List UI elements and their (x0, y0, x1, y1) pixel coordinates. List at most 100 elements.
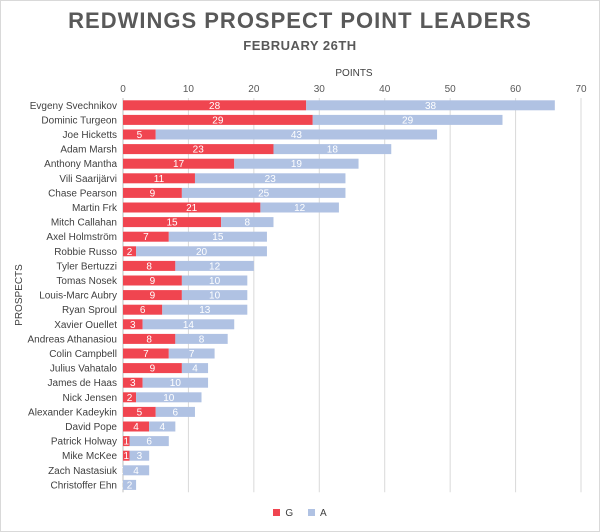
category-label-tyler-bertuzzi: Tyler Bertuzzi (56, 261, 117, 272)
bar-g-vili-saarij-rvi (123, 173, 195, 184)
data-label-a-tomas-nosek: 10 (209, 276, 221, 287)
category-label-joe-hicketts: Joe Hicketts (63, 130, 117, 141)
data-label-g-dominic-turgeon: 29 (212, 115, 224, 126)
bar-a-louis-marc-aubry (181, 290, 248, 301)
bar-g-patrick-holway (123, 436, 130, 447)
data-label-g-alexander-kadeykin: 5 (137, 407, 143, 418)
category-label-vili-saarij-rvi: Vili Saarijärvi (59, 174, 117, 185)
bar-a-mike-mckee (129, 450, 150, 461)
bar-g-mitch-callahan (123, 217, 222, 228)
data-label-a-louis-marc-aubry: 10 (209, 291, 221, 302)
data-label-g-colin-campbell: 7 (143, 349, 149, 360)
bar-g-ryan-sproul (123, 304, 163, 315)
x-tick-label-20: 20 (248, 84, 260, 95)
data-label-a-julius-vahatalo: 4 (192, 364, 198, 375)
data-label-g-robbie-russo: 2 (127, 247, 133, 258)
data-label-a-martin-frk: 12 (294, 203, 306, 214)
bar-g-evgeny-svechnikov (123, 100, 307, 111)
bar-g-chase-pearson (123, 187, 182, 198)
category-label-mitch-callahan: Mitch Callahan (51, 218, 117, 229)
data-label-g-tyler-bertuzzi: 8 (146, 261, 152, 272)
bar-a-chase-pearson (181, 187, 346, 198)
legend-swatch-g (273, 508, 281, 516)
legend-item-a: A (307, 508, 327, 519)
data-label-a-axel-holmstr-m: 15 (212, 232, 224, 243)
bar-a-alexander-kadeykin (155, 406, 195, 417)
category-label-louis-marc-aubry: Louis-Marc Aubry (39, 291, 117, 302)
data-label-g-patrick-holway: 1 (123, 437, 129, 448)
bar-a-tomas-nosek (181, 275, 248, 286)
data-label-a-mike-mckee: 3 (137, 451, 143, 462)
category-label-alexander-kadeykin: Alexander Kadeykin (28, 407, 117, 418)
bar-g-julius-vahatalo (123, 363, 182, 374)
x-tick-label-40: 40 (379, 84, 391, 95)
category-label-chase-pearson: Chase Pearson (48, 188, 117, 199)
data-label-g-adam-marsh: 23 (193, 145, 205, 156)
category-label-xavier-ouellet: Xavier Ouellet (54, 320, 117, 331)
bar-a-adam-marsh (273, 144, 392, 155)
bar-g-james-de-haas (123, 377, 143, 388)
data-label-a-dominic-turgeon: 29 (402, 115, 414, 126)
category-label-axel-holmstr-m: Axel Holmström (46, 232, 117, 243)
category-label-evgeny-svechnikov: Evgeny Svechnikov (30, 101, 117, 112)
category-label-james-de-haas: James de Haas (48, 378, 117, 389)
data-label-g-martin-frk: 21 (186, 203, 198, 214)
category-label-anthony-mantha: Anthony Mantha (44, 159, 117, 170)
bar-g-dominic-turgeon (123, 114, 313, 125)
bar-g-joe-hicketts (123, 129, 156, 140)
category-label-zach-nastasiuk: Zach Nastasiuk (48, 466, 118, 477)
bar-g-nick-jensen (123, 392, 137, 403)
data-label-g-evgeny-svechnikov: 28 (209, 101, 221, 112)
x-axis-label: POINTS (335, 68, 373, 79)
legend-item-g: G (273, 508, 293, 519)
bar-g-mike-mckee (123, 450, 130, 461)
legend: G A (0, 508, 600, 519)
data-label-g-axel-holmstr-m: 7 (143, 232, 149, 243)
category-label-dominic-turgeon: Dominic Turgeon (41, 115, 117, 126)
bar-g-adam-marsh (123, 144, 274, 155)
data-label-a-chase-pearson: 25 (258, 188, 270, 199)
data-label-a-evgeny-svechnikov: 38 (425, 101, 437, 112)
data-label-g-vili-saarij-rvi: 11 (154, 174, 165, 185)
data-label-g-tomas-nosek: 9 (150, 276, 156, 287)
bar-a-david-pope (149, 421, 176, 432)
bar-g-andreas-athanasiou (123, 333, 176, 344)
x-tick-label-30: 30 (314, 84, 326, 95)
bar-g-robbie-russo (123, 246, 137, 257)
bar-a-christoffer-ehn (123, 479, 137, 490)
category-label-christoffer-ehn: Christoffer Ehn (50, 480, 117, 491)
data-label-a-tyler-bertuzzi: 12 (209, 261, 221, 272)
data-label-a-andreas-athanasiou: 8 (199, 334, 205, 345)
data-label-g-louis-marc-aubry: 9 (150, 291, 156, 302)
data-label-a-david-pope: 4 (159, 422, 165, 433)
y-axis-label: PROSPECTS (14, 264, 25, 326)
data-label-g-nick-jensen: 2 (127, 393, 133, 404)
category-label-nick-jensen: Nick Jensen (63, 393, 117, 404)
legend-swatch-a (307, 508, 315, 516)
data-label-g-xavier-ouellet: 3 (130, 320, 136, 331)
data-label-a-joe-hicketts: 43 (291, 130, 303, 141)
bar-a-robbie-russo (136, 246, 267, 257)
bar-g-colin-campbell (123, 348, 169, 359)
data-label-a-robbie-russo: 20 (196, 247, 208, 258)
bar-a-joe-hicketts (155, 129, 438, 140)
category-label-colin-campbell: Colin Campbell (49, 349, 117, 360)
bar-a-ryan-sproul (162, 304, 248, 315)
category-label-david-pope: David Pope (65, 422, 117, 433)
bar-g-xavier-ouellet (123, 319, 143, 330)
chart-subtitle: FEBRUARY 26TH (243, 38, 357, 53)
data-label-a-nick-jensen: 10 (163, 393, 175, 404)
data-label-g-andreas-athanasiou: 8 (146, 334, 152, 345)
bar-a-andreas-athanasiou (175, 333, 228, 344)
data-label-g-julius-vahatalo: 9 (150, 364, 156, 375)
data-label-g-david-pope: 4 (133, 422, 139, 433)
bar-a-james-de-haas (142, 377, 209, 388)
data-label-g-james-de-haas: 3 (130, 378, 136, 389)
x-tick-label-70: 70 (575, 84, 587, 95)
bar-g-david-pope (123, 421, 150, 432)
data-label-a-patrick-holway: 6 (146, 437, 152, 448)
category-label-adam-marsh: Adam Marsh (60, 145, 117, 156)
bar-a-axel-holmstr-m (168, 231, 267, 242)
category-label-patrick-holway: Patrick Holway (51, 437, 117, 448)
